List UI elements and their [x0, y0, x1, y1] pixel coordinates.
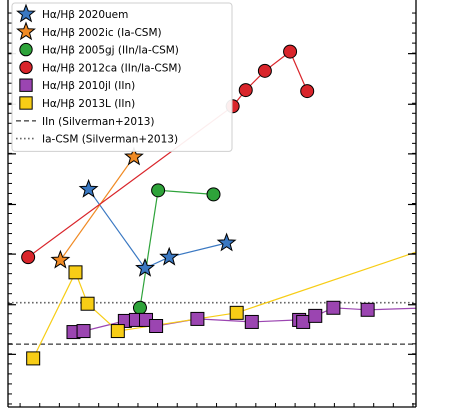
series-5-point-1: [68, 265, 83, 280]
legend-label-ref-0: IIn (Silverman+2013): [42, 116, 155, 128]
legend-label-4: Hα/Hβ 2010jl (IIn): [42, 80, 135, 92]
series-3-point-2: [238, 83, 253, 98]
series-4-point-6: [190, 311, 205, 326]
legend-marker-0: [16, 3, 36, 23]
legend-label-ref-1: Ia-CSM (Silverman+2013): [42, 134, 178, 146]
series-4-point-5: [149, 319, 164, 333]
series-0-point-2: [159, 246, 180, 266]
legend-marker-2: [19, 42, 33, 57]
series-4-point-9: [296, 314, 311, 329]
series-2010jl-extension: [367, 307, 417, 311]
series-2-point-0: [132, 300, 147, 315]
legend-label-1: Hα/Hβ 2002ic (Ia-CSM): [42, 27, 162, 39]
series-4-point-7: [244, 314, 259, 329]
series-0-point-1: [135, 257, 155, 277]
series-5-point-2: [80, 296, 95, 311]
series-trend-5: [236, 251, 417, 314]
series-2-point-1: [151, 183, 166, 198]
legend-marker-1: [16, 21, 36, 41]
series-5-point-4: [229, 305, 244, 320]
legend-label-5: Hα/Hβ 2013L (IIn): [42, 98, 135, 110]
series-4-point-1: [76, 324, 91, 339]
series-5-point-3: [110, 324, 125, 339]
series-3-point-3: [257, 63, 272, 78]
series-3-point-4: [283, 44, 298, 59]
legend-label-3: Hα/Hβ 2012ca (IIn/Ia-CSM): [42, 62, 182, 74]
series-line-0: [88, 188, 227, 270]
series-2-point-2: [206, 187, 221, 202]
series-3-point-5: [300, 84, 315, 99]
series-0-point-0: [78, 178, 99, 198]
series-3-point-0: [21, 250, 36, 265]
series-0-point-3: [216, 232, 237, 252]
legend-marker-3: [19, 60, 33, 75]
legend-label-2: Hα/Hβ 2005gj (IIn/Ia-CSM): [42, 45, 179, 57]
series-4-point-11: [326, 300, 341, 315]
legend-marker-4: [19, 78, 33, 92]
series-4-point-12: [360, 302, 375, 317]
series-5-point-0: [26, 351, 41, 366]
series-4-point-10: [308, 308, 323, 323]
legend-label-0: Hα/Hβ 2020uem: [42, 9, 128, 21]
legend: Hα/Hβ 2020uem Hα/Hβ 2002ic (Ia-CSM) Hα/Hβ …: [11, 2, 233, 152]
legend-marker-5: [19, 96, 33, 110]
series-line-1: [59, 156, 135, 261]
series-1-point-0: [50, 249, 71, 269]
legend-box: [11, 2, 233, 152]
series-1-point-1: [124, 146, 144, 166]
